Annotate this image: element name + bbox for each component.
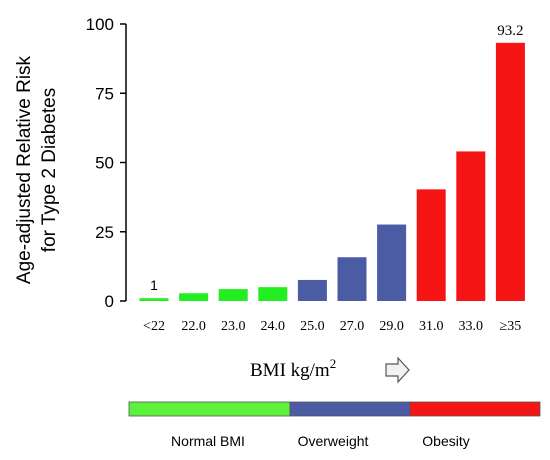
- data-label: 93.2: [497, 23, 523, 39]
- y-axis: 0 25 50 75 100: [86, 15, 127, 311]
- legend-segment: [128, 401, 291, 417]
- x-tick-label: 27.0: [340, 319, 365, 334]
- x-tick-label: 33.0: [459, 319, 484, 334]
- legend-segment: [409, 401, 541, 417]
- x-tick-label: 29.0: [379, 319, 404, 334]
- x-axis-label-superscript: 2: [330, 356, 337, 371]
- x-tick-label: 31.0: [419, 319, 444, 334]
- x-axis-label: BMI kg/m2: [250, 356, 336, 381]
- bar-overweight: [297, 279, 327, 301]
- legend-label: Overweight: [298, 433, 369, 449]
- data-label: 1: [150, 277, 158, 293]
- bar-overweight: [337, 257, 367, 301]
- bar-normal: [139, 298, 169, 301]
- x-tick-label: <22: [143, 319, 165, 334]
- x-tick-label: 24.0: [261, 319, 286, 334]
- bar-obesity: [456, 151, 486, 301]
- x-axis-label-text: BMI kg/m: [250, 360, 330, 381]
- bar-obesity: [416, 189, 446, 301]
- data-labels: 193.2: [150, 23, 523, 293]
- y-tick-label: 0: [105, 292, 114, 311]
- x-tick-label: ≥35: [500, 319, 522, 334]
- bar-normal: [258, 287, 288, 301]
- bar-normal: [218, 289, 248, 301]
- right-arrow-outline-icon: [385, 356, 410, 384]
- bar-obesity: [495, 42, 525, 301]
- x-tick-label: 22.0: [181, 319, 206, 334]
- legend-segment: [289, 401, 411, 417]
- bar-overweight: [377, 224, 407, 301]
- bmi-category-legend-band: Normal BMI Overweight Obesity: [128, 401, 541, 449]
- bar-normal: [179, 293, 209, 301]
- y-tick-label: 50: [95, 154, 114, 173]
- y-tick-label: 75: [95, 84, 114, 103]
- y-axis-label-line-1: Age-adjusted Relative Risk: [14, 55, 35, 284]
- bars-group: [139, 42, 525, 301]
- x-tick-labels: <22 22.0 23.0 24.0 25.0 27.0 29.0 31.0 33.0 ≥35: [143, 319, 521, 334]
- legend-label: Normal BMI: [171, 433, 245, 449]
- y-tick-label: 25: [95, 223, 114, 242]
- y-axis-label-line-2: for Type 2 Diabetes: [39, 88, 60, 252]
- x-tick-label: 23.0: [221, 319, 246, 334]
- y-tick-label: 100: [86, 15, 114, 34]
- legend-label: Obesity: [422, 433, 469, 449]
- x-tick-label: 25.0: [300, 319, 325, 334]
